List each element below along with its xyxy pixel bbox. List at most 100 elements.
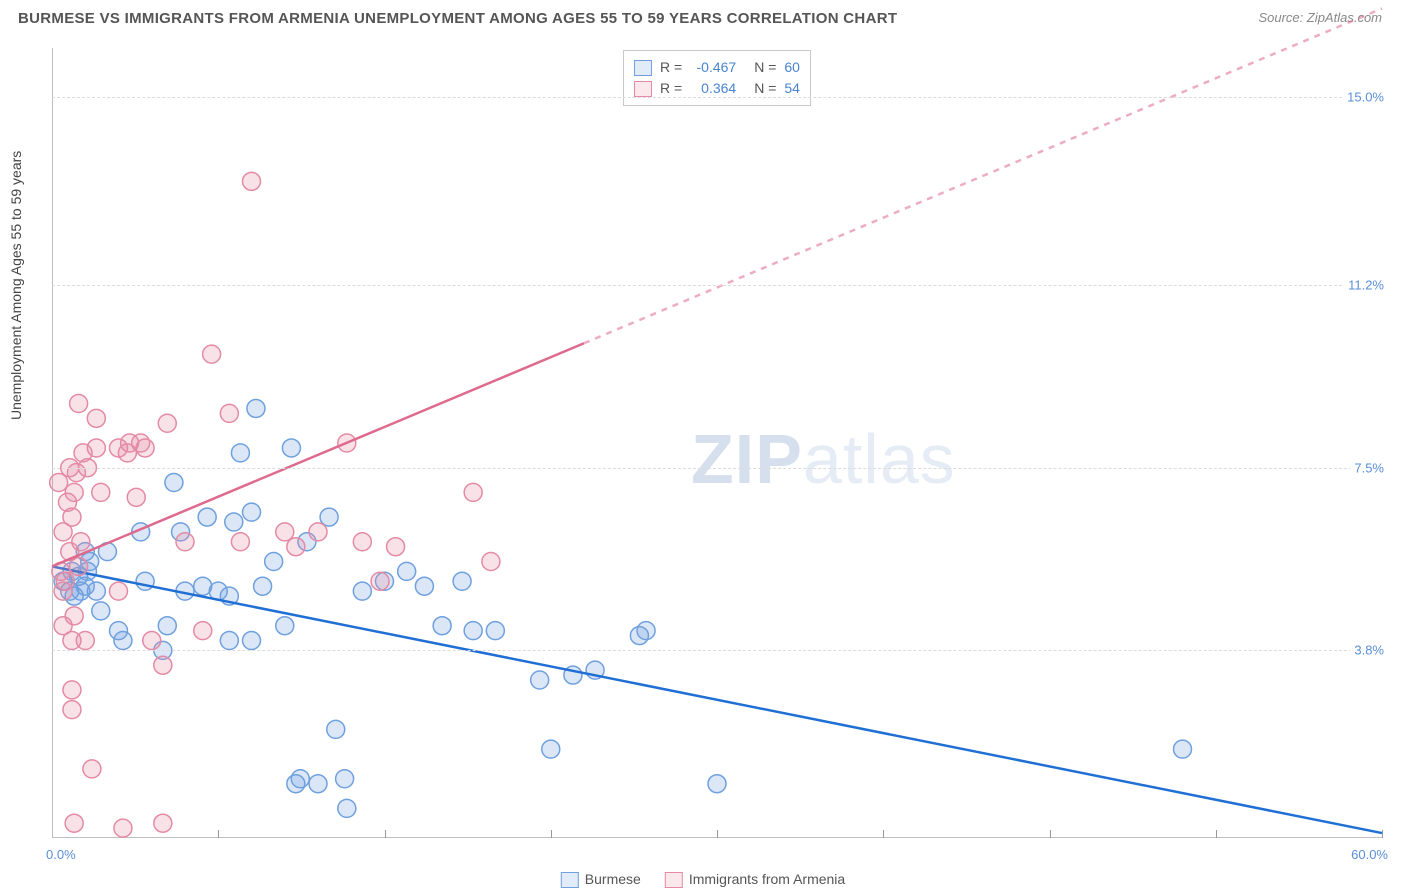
y-tick-label: 7.5% [1350, 460, 1384, 475]
scatter-point [76, 632, 94, 650]
chart-area: 0.0% 60.0% ZIPatlas R =-0.467N =60R =0.3… [52, 48, 1382, 838]
scatter-point [309, 523, 327, 541]
scatter-point [338, 799, 356, 817]
grid-line [52, 285, 1382, 286]
stat-swatch [634, 81, 652, 97]
stat-r-value: 0.364 [690, 78, 736, 99]
scatter-point [56, 572, 74, 590]
scatter-point [320, 508, 338, 526]
stat-row: R = -0.467 N = 60 [634, 57, 800, 78]
scatter-point [637, 622, 655, 640]
scatter-point [243, 503, 261, 521]
scatter-point [398, 562, 416, 580]
scatter-point [65, 483, 83, 501]
scatter-point [353, 533, 371, 551]
scatter-point [65, 607, 83, 625]
scatter-point [387, 538, 405, 556]
scatter-point [92, 602, 110, 620]
y-tick-label: 11.2% [1344, 278, 1384, 293]
scatter-point [158, 414, 176, 432]
chart-title: BURMESE VS IMMIGRANTS FROM ARMENIA UNEMP… [0, 0, 1406, 27]
scatter-point [433, 617, 451, 635]
grid-line [52, 650, 1382, 651]
scatter-point [243, 172, 261, 190]
legend-label: Burmese [585, 871, 641, 887]
legend-label: Immigrants from Armenia [689, 871, 845, 887]
scatter-point [1174, 740, 1192, 758]
stat-row: R = 0.364 N = 54 [634, 78, 800, 99]
scatter-point [231, 533, 249, 551]
legend-swatch [561, 872, 579, 888]
scatter-point [65, 814, 83, 832]
scatter-point [327, 720, 345, 738]
x-tick [1382, 830, 1383, 838]
scatter-point [127, 488, 145, 506]
scatter-point [114, 632, 132, 650]
scatter-point [63, 701, 81, 719]
scatter-point [72, 533, 90, 551]
scatter-point [371, 572, 389, 590]
scatter-point [165, 474, 183, 492]
scatter-point [83, 760, 101, 778]
scatter-point [453, 572, 471, 590]
scatter-point [194, 622, 212, 640]
scatter-point [231, 444, 249, 462]
scatter-point [415, 577, 433, 595]
scatter-point [63, 508, 81, 526]
scatter-point [276, 523, 294, 541]
stat-n-label: N = [754, 57, 776, 78]
scatter-point [291, 770, 309, 788]
scatter-point [243, 632, 261, 650]
scatter-point [87, 439, 105, 457]
scatter-point [87, 409, 105, 427]
stat-n-value: 60 [784, 57, 800, 78]
scatter-point [220, 632, 238, 650]
grid-line [52, 468, 1382, 469]
scatter-point [708, 775, 726, 793]
scatter-point [287, 538, 305, 556]
stat-r-value: -0.467 [690, 57, 736, 78]
scatter-point [542, 740, 560, 758]
x-min-label: 0.0% [46, 847, 76, 862]
stat-r-label: R = [660, 78, 682, 99]
scatter-point [353, 582, 371, 600]
stat-n-value: 54 [784, 78, 800, 99]
scatter-point [136, 439, 154, 457]
y-tick-label: 15.0% [1343, 90, 1384, 105]
stat-n-label: N = [754, 78, 776, 99]
scatter-point [87, 582, 105, 600]
scatter-point [309, 775, 327, 793]
scatter-point [176, 533, 194, 551]
scatter-point [247, 399, 265, 417]
legend-swatch [665, 872, 683, 888]
scatter-point [276, 617, 294, 635]
stat-swatch [634, 60, 652, 76]
y-tick-label: 3.8% [1350, 643, 1384, 658]
scatter-point [63, 681, 81, 699]
scatter-point [70, 395, 88, 413]
scatter-point [143, 632, 161, 650]
scatter-point [114, 819, 132, 837]
plot-region: 0.0% 60.0% ZIPatlas R =-0.467N =60R =0.3… [52, 48, 1382, 838]
x-max-label: 60.0% [1351, 847, 1388, 862]
legend-item: Burmese [561, 871, 641, 888]
scatter-point [225, 513, 243, 531]
legend: Burmese Immigrants from Armenia [553, 871, 853, 888]
scatter-point [220, 404, 238, 422]
scatter-point [92, 483, 110, 501]
y-axis-label: Unemployment Among Ages 55 to 59 years [8, 151, 24, 420]
scatter-point [70, 557, 88, 575]
stat-r-label: R = [660, 57, 682, 78]
scatter-point [198, 508, 216, 526]
scatter-point [464, 483, 482, 501]
scatter-point [482, 553, 500, 571]
scatter-point [203, 345, 221, 363]
scatter-point [531, 671, 549, 689]
scatter-point [110, 582, 128, 600]
grid-line [52, 97, 1382, 98]
scatter-svg [52, 48, 1382, 838]
scatter-point [464, 622, 482, 640]
legend-item: Immigrants from Armenia [665, 871, 845, 888]
scatter-point [154, 656, 172, 674]
scatter-point [336, 770, 354, 788]
